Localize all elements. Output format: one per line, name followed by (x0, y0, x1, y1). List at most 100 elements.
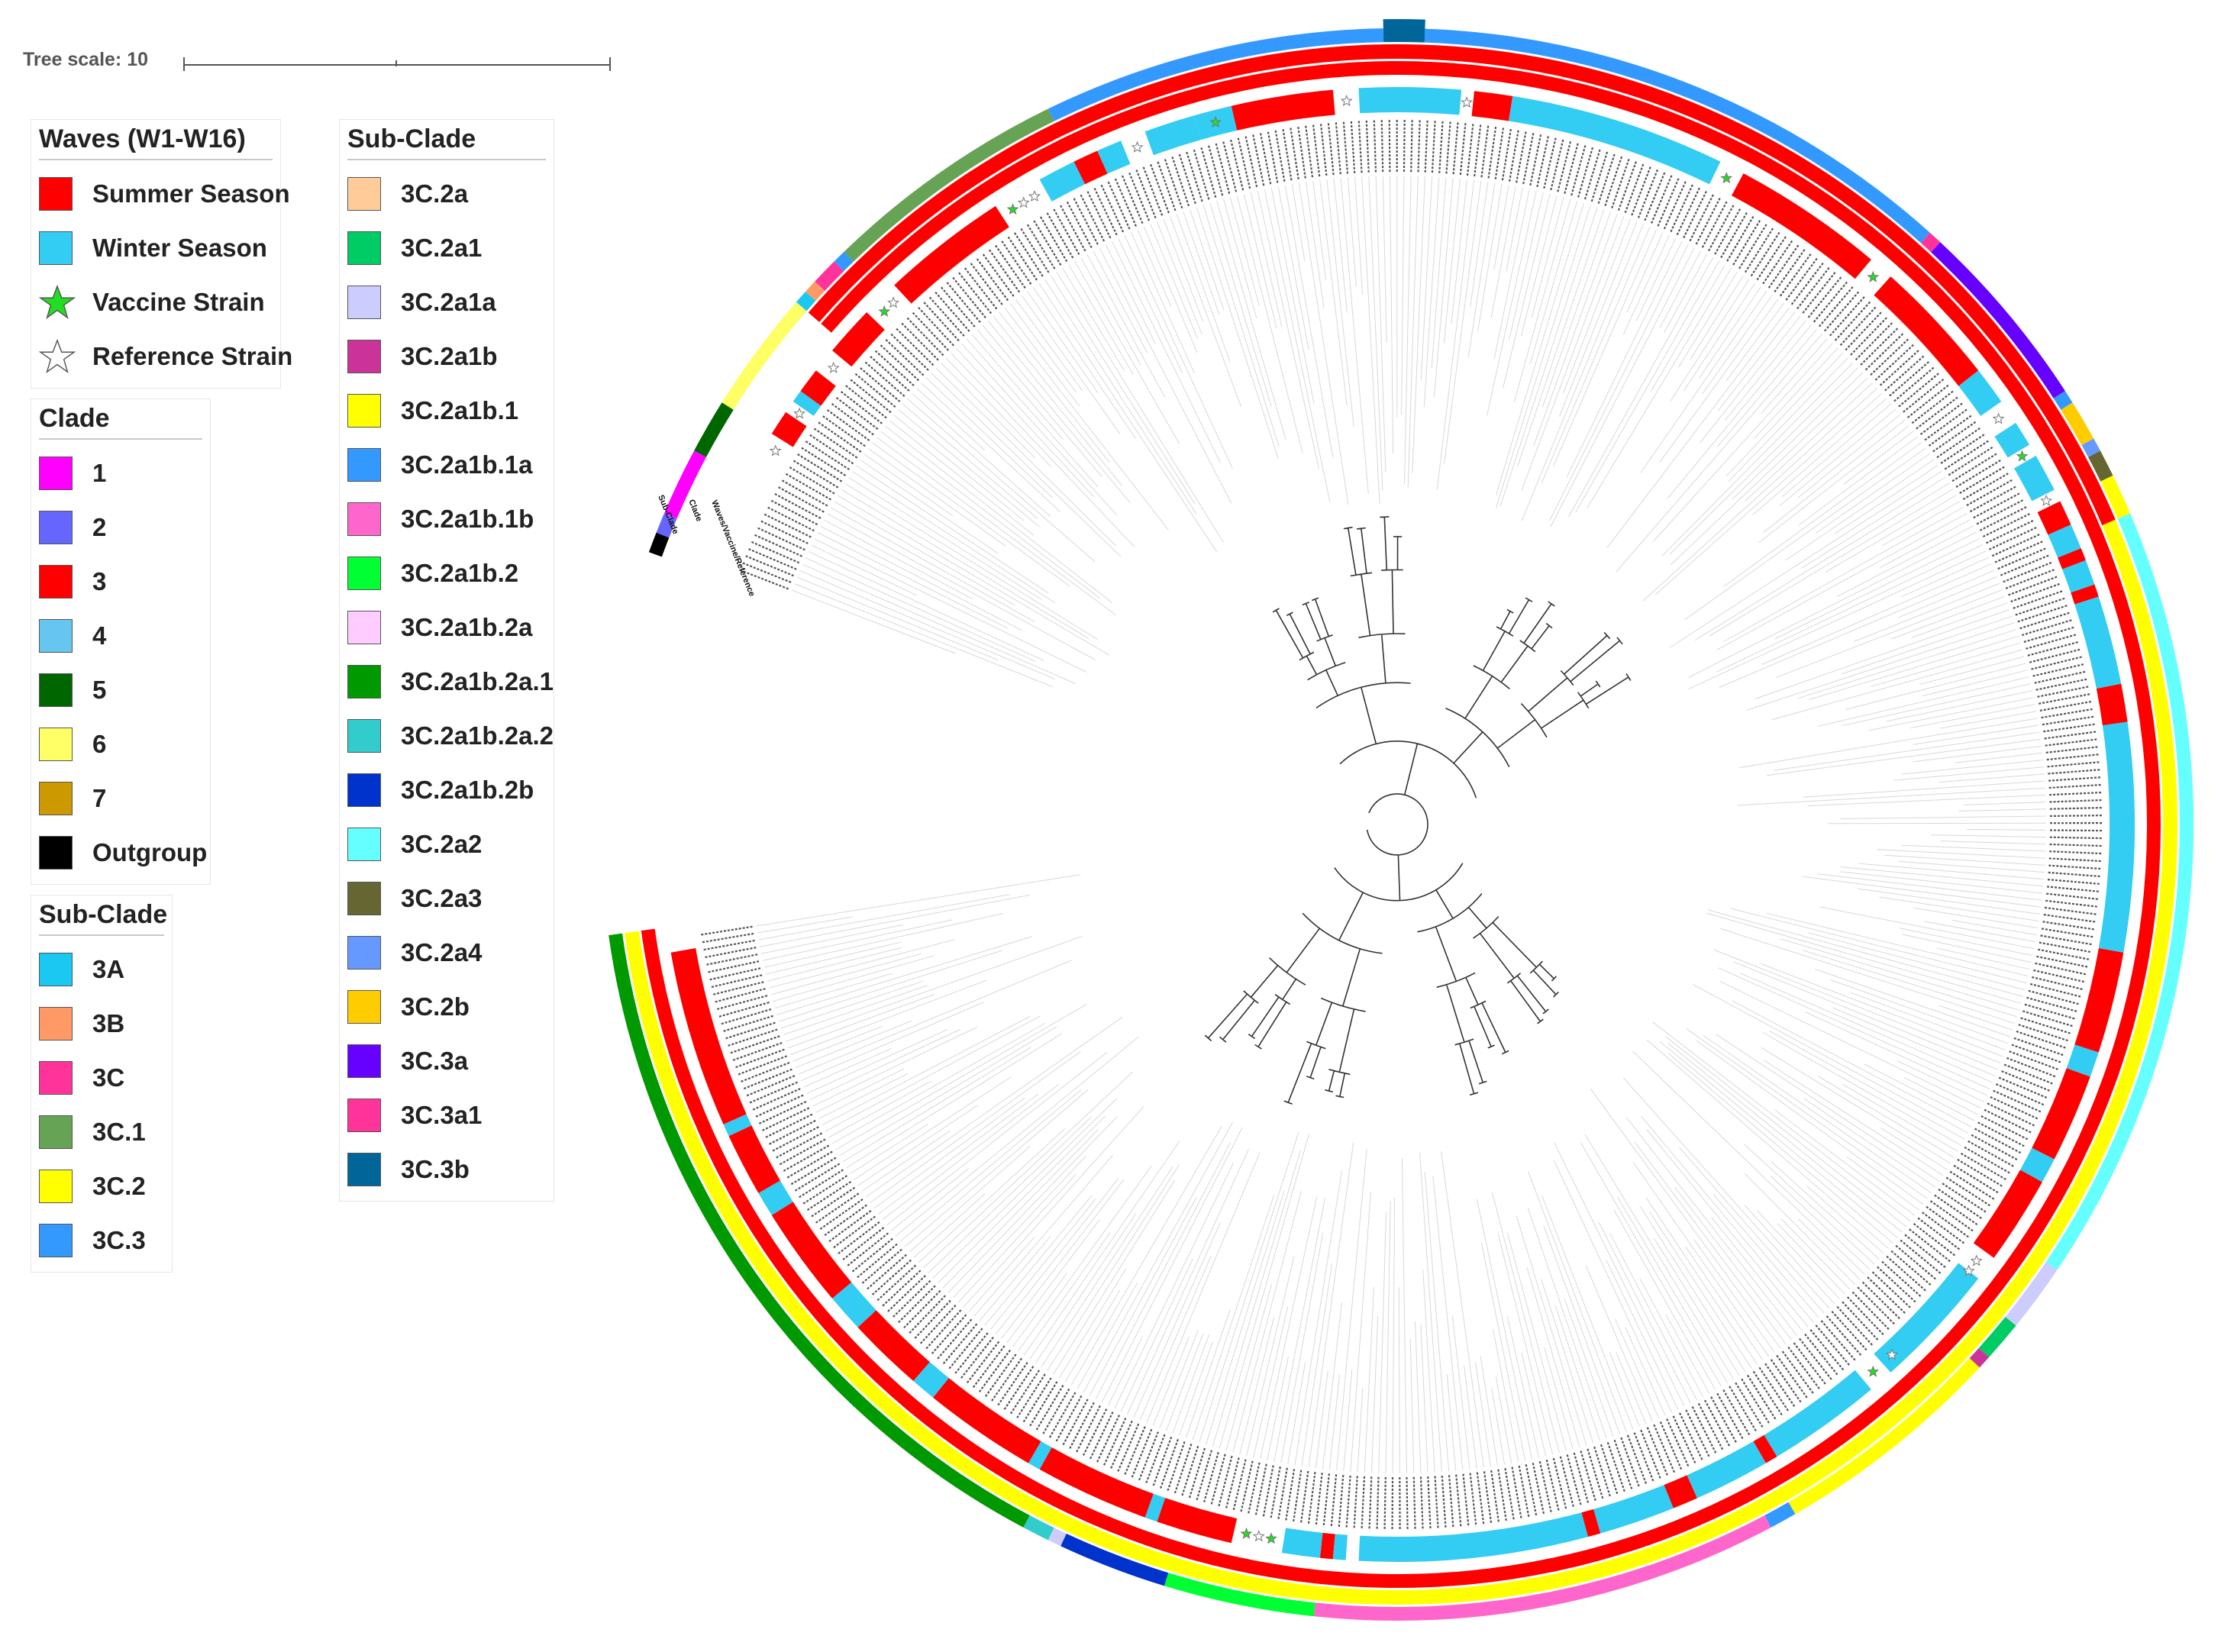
wave-segment (1144, 1493, 1166, 1522)
legend-item: Summer Season (39, 166, 290, 221)
reference-strain-marker (827, 361, 840, 373)
legend-label: 3C.2a1a (401, 287, 496, 316)
legend-swatch (347, 285, 381, 319)
legend-swatch (347, 989, 381, 1024)
tree-scale-bar (183, 57, 611, 71)
legend-label: 3C.2a1b.2a.1 (401, 666, 554, 695)
legend-label: 3C.2a1b.2 (401, 558, 519, 587)
wave-segment (723, 1114, 752, 1137)
wave-segment (800, 370, 836, 406)
legend-swatch (39, 1006, 73, 1041)
legend-item: 2 (39, 500, 202, 554)
wave-segment (1753, 1434, 1777, 1463)
legend-item: 3C.2a1b.2a.2 (347, 708, 554, 763)
legend-label: 3C.2 (92, 1171, 146, 1200)
wave-segment (2062, 560, 2095, 593)
legend-item: 3C.2a2 (347, 817, 546, 871)
legend-swatch (347, 1044, 381, 1078)
legend-swatch (39, 456, 73, 490)
vaccine-strain-marker (878, 305, 891, 318)
legend-label: Winter Season (92, 233, 267, 262)
legend-item: 7 (39, 771, 202, 825)
legend-subclade-3-items: 3A 3B 3C 3C.1 3C.2 3C.3 (39, 942, 164, 1267)
legend-swatch (39, 835, 73, 870)
legend-swatch (347, 718, 381, 753)
subclade-segment (1920, 232, 1941, 253)
wave-segment (2074, 596, 2122, 689)
tree-branches (1204, 516, 1632, 1105)
legend-item: 3C.2a1b.1b (347, 492, 546, 546)
wave-segment (1073, 150, 1108, 185)
reference-strain-marker (887, 296, 900, 308)
legend-item: 3C.3 (39, 1213, 164, 1267)
wave-segment (1664, 1475, 1697, 1508)
legend-swatch (39, 1223, 73, 1257)
vaccine-strain-marker (1006, 203, 1019, 215)
wave-segment (1764, 1370, 1871, 1457)
leaf-guide-lines (756, 175, 2047, 1474)
ring-waves (670, 87, 2135, 1563)
legend-item: 6 (39, 717, 202, 771)
leaf-dotted-lines (756, 175, 2047, 1474)
ring-clade (624, 44, 2178, 1605)
legend-swatch (347, 231, 381, 265)
legend-subclade-3c2-title: Sub-Clade (347, 120, 546, 160)
legend-item: 1 (39, 446, 202, 500)
legend-label: 3C.2a3 (401, 883, 483, 912)
legend-item: 3C.2a1b.2 (347, 546, 546, 600)
wave-segment (2048, 524, 2081, 558)
wave-segment (2020, 1147, 2055, 1183)
legend-swatch (347, 881, 381, 915)
legend-swatch (347, 827, 381, 861)
subclade-segment (1164, 1573, 1315, 1617)
wave-segment (2058, 548, 2086, 569)
wave-segment (1281, 1528, 1323, 1558)
wave-segment (1144, 115, 1201, 156)
wave-segment (832, 1282, 876, 1328)
legend-subclade-3c2-items: 3C.2a 3C.2a1 3C.2a1a 3C.2a1b 3C.2a1b.1 3C.2a1… (347, 166, 554, 1196)
subclade-segment (1313, 1515, 1771, 1621)
legend-swatch (39, 952, 73, 986)
subclade-segment (844, 108, 1054, 262)
legend-clade-items: 1 2 3 4 5 6 7 Outgroup (39, 446, 207, 879)
subclade-segment (2005, 1262, 2058, 1326)
legend-swatch (347, 773, 381, 807)
wave-segment (1028, 1441, 1052, 1470)
subclade-segment (663, 450, 706, 519)
wave-segment (2096, 683, 2128, 726)
legend-item: 3C.2a1a (347, 275, 546, 329)
wave-segment (1097, 140, 1131, 174)
legend-item: Vaccine Strain (39, 275, 273, 329)
wave-segment (894, 205, 1009, 304)
reference-strain-marker (769, 444, 782, 457)
reference-strain-marker (793, 407, 806, 419)
legend-label: 3C.3a (401, 1046, 469, 1075)
wave-segment (1039, 161, 1085, 202)
legend-swatch (347, 176, 381, 211)
wave-segment (1320, 1532, 1335, 1560)
legend-item: Outgroup (39, 825, 207, 879)
subclade-segment (1978, 1317, 2016, 1357)
legend-item: 3B (39, 996, 164, 1050)
subclade-segment (2053, 390, 2073, 410)
legend-item: 3C.2a1b.1 (347, 383, 546, 437)
legend-label: 3C.2a1b.2b (401, 775, 534, 804)
reference-strain-marker (1461, 96, 1474, 108)
legend-label: 3C.2a1b.2a.2 (401, 721, 554, 750)
legend-item: 4 (39, 608, 202, 663)
subclade-segment (694, 402, 734, 457)
subclade-segment (1764, 1502, 1796, 1528)
legend-swatch (347, 447, 381, 482)
wave-segment (1874, 1263, 1979, 1373)
legend-subclade-3c2: Sub-Clade 3C.2a 3C.2a1 3C.2a1a 3C.2a1b 3C.2a… (339, 119, 554, 1202)
legend-swatch (39, 1060, 73, 1095)
legend-item: 3C.2a4 (347, 925, 546, 979)
vaccine-strain-marker (1265, 1532, 1278, 1544)
vaccine-strain-marker (1867, 270, 1880, 282)
legend-label: Outgroup (92, 837, 208, 866)
wave-segment (2066, 1044, 2099, 1077)
reference-strain-marker (1885, 1348, 1898, 1360)
wave-segment (1358, 87, 1462, 115)
legend-swatch (347, 502, 381, 536)
